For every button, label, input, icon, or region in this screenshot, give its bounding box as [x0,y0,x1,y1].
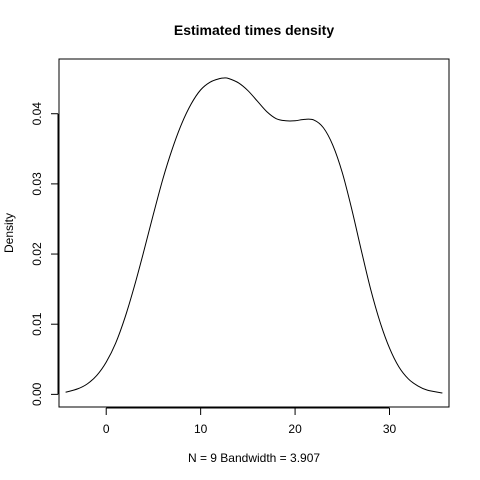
plot-frame [58,58,450,408]
x-tick-label: 30 [383,422,397,436]
y-tick-label: 0.03 [30,172,44,196]
y-tick-label: 0.04 [30,102,44,126]
x-tick-label: 0 [103,422,110,436]
y-tick-label: 0.01 [30,312,44,336]
y-tick-label: 0.02 [30,242,44,266]
y-tick-label: 0.00 [30,382,44,406]
chart-title: Estimated times density [174,22,334,38]
x-tick-label: 20 [288,422,302,436]
x-tick-label: 10 [194,422,208,436]
y-axis-label: Density [2,213,16,253]
x-axis-label: N = 9 Bandwidth = 3.907 [188,451,320,465]
x-axis: 0 10 20 30 [103,407,397,436]
y-axis: 0.00 0.01 0.02 0.03 0.04 [30,102,59,406]
density-curve [65,77,443,394]
